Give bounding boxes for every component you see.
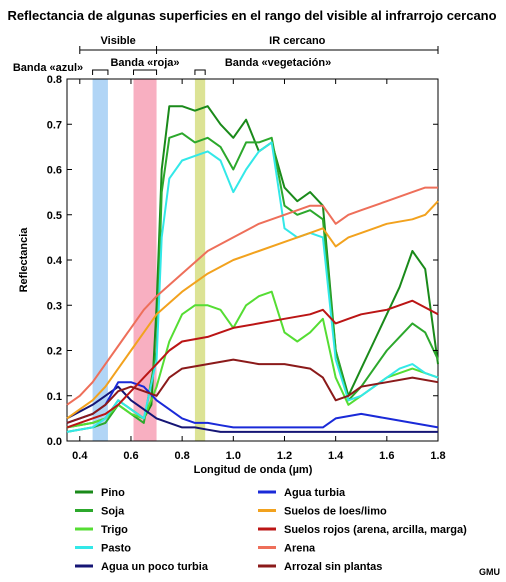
band-label-0: Banda «azul»	[13, 62, 83, 74]
region-label-0: Visible	[101, 35, 136, 47]
band-label-2: Banda «vegetación»	[225, 57, 331, 69]
y-tick-label-5: 0.5	[47, 210, 62, 222]
band-highlight-0	[92, 79, 108, 441]
legend-label-8: Arena	[284, 543, 316, 555]
x-tick-label-1: 0.6	[123, 450, 138, 462]
legend-label-2: Trigo	[101, 524, 128, 536]
series-lines	[66, 105, 439, 433]
credit-label: GMU	[479, 567, 500, 577]
series-line-6	[66, 200, 439, 420]
series-line-5	[66, 381, 439, 429]
band-highlights	[92, 79, 206, 441]
y-tick-label-2: 0.2	[47, 346, 62, 358]
y-axis-label: Reflectancia	[18, 227, 30, 293]
y-tick-label-6: 0.6	[47, 165, 62, 177]
band-highlight-2	[194, 79, 206, 441]
legend-label-7: Suelos rojos (arena, arcilla, marga)	[284, 524, 467, 536]
x-tick-label-0: 0.4	[72, 450, 88, 462]
legend-label-3: Pasto	[101, 543, 131, 555]
y-tick-label-0: 0.0	[47, 436, 62, 448]
y-axis: 0.0 0.1 0.2 0.3 0.4 0.5 0.6 0.7 0.8	[47, 74, 438, 448]
y-tick-label-1: 0.1	[47, 391, 62, 403]
legend-label-6: Suelos de loes/limo	[284, 506, 387, 518]
legend: Pino Soja Trigo Pasto Agua un poco turbia Agu…	[75, 487, 467, 573]
band-bracket-1	[133, 69, 158, 75]
series-line-1	[66, 132, 439, 433]
region-label-1: IR cercano	[269, 35, 326, 47]
series-line-8	[66, 186, 438, 406]
legend-label-9: Arrozal sin plantas	[284, 561, 382, 573]
y-tick-label-8: 0.8	[47, 74, 62, 86]
series-line-7	[66, 299, 439, 429]
band-labels: Banda «azul» Banda «roja» Banda «vegetació…	[13, 57, 331, 75]
x-axis-label: Longitud de onda (µm)	[194, 464, 313, 476]
x-tick-label-6: 1.6	[379, 450, 394, 462]
series-line-2	[66, 290, 439, 429]
x-tick-label-5: 1.4	[328, 450, 344, 462]
legend-label-5: Agua turbia	[284, 487, 346, 499]
legend-label-0: Pino	[101, 487, 125, 499]
x-tick-label-7: 1.8	[430, 450, 445, 462]
series-line-4	[66, 385, 438, 433]
series-line-0	[66, 105, 439, 429]
region-bracket: Visible IR cercano	[79, 35, 439, 54]
band-bracket-2	[194, 69, 206, 75]
x-tick-label-3: 1.0	[226, 450, 241, 462]
x-tick-label-4: 1.2	[277, 450, 292, 462]
x-tick-label-2: 0.8	[174, 450, 189, 462]
series-line-9	[66, 358, 439, 424]
legend-label-4: Agua un poco turbia	[101, 561, 209, 573]
chart-title: Reflectancia de algunas superficies en e…	[7, 8, 496, 23]
legend-label-1: Soja	[101, 506, 125, 518]
y-tick-label-4: 0.4	[47, 255, 63, 267]
band-highlight-1	[133, 79, 157, 441]
y-tick-label-7: 0.7	[47, 119, 62, 131]
series-line-3	[66, 141, 439, 433]
band-label-1: Banda «roja»	[110, 57, 179, 69]
band-bracket-0	[92, 69, 109, 75]
x-axis: 0.4 0.6 0.8 1.0 1.2 1.4 1.6 1.8	[72, 79, 446, 462]
y-tick-label-3: 0.3	[47, 300, 62, 312]
